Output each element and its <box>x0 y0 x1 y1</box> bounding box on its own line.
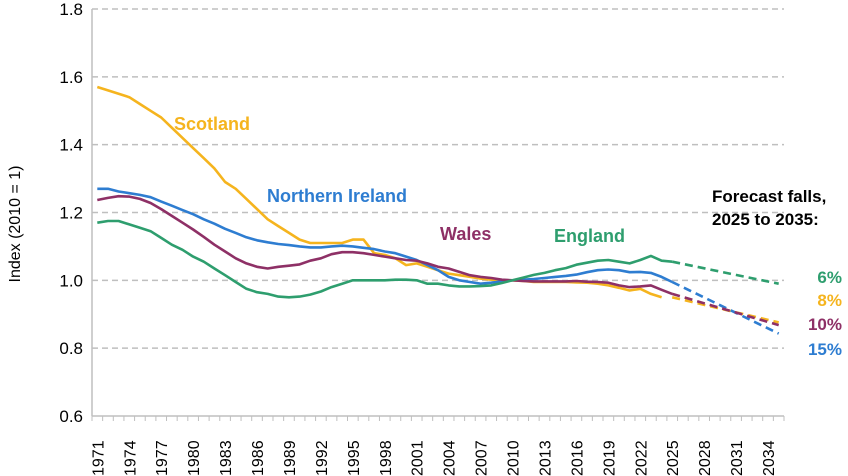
x-tick-label: 2013 <box>537 440 554 476</box>
series-label: Northern Ireland <box>267 186 407 206</box>
x-tick-label: 1986 <box>250 440 267 476</box>
forecast-fall-label: 15% <box>808 340 842 359</box>
x-tick-label: 2019 <box>601 440 618 476</box>
series-line-northern-ireland <box>97 187 673 286</box>
x-tick-label: 1974 <box>122 440 139 476</box>
forecast-line-england <box>671 260 779 285</box>
series-label: Scotland <box>174 114 250 134</box>
series-label: Wales <box>440 224 491 244</box>
x-tick-label: 1992 <box>314 440 331 476</box>
x-tick-label: 2010 <box>506 440 523 476</box>
x-tick-label: 1998 <box>378 440 395 476</box>
x-tick-label: 2007 <box>474 440 491 476</box>
x-tick-label: 2001 <box>410 440 427 476</box>
x-tick-label: 2034 <box>761 440 778 476</box>
forecast-fall-label: 10% <box>808 315 842 334</box>
forecast-line-wales <box>671 292 780 327</box>
x-tick-label: 1983 <box>218 440 235 476</box>
y-tick-label: 1.8 <box>59 0 83 19</box>
x-tick-label: 1971 <box>90 440 107 476</box>
x-tick-label: 2022 <box>633 440 650 476</box>
x-tick-label: 2028 <box>697 440 714 476</box>
forecast-line-northern-ireland <box>671 280 780 335</box>
y-tick-label: 0.6 <box>59 407 83 426</box>
forecast-fall-label: 6% <box>817 268 842 287</box>
x-tick-label: 2025 <box>665 440 682 476</box>
y-axis-label: Index (2010 = 1) <box>7 166 24 283</box>
series-label: England <box>554 226 625 246</box>
y-tick-label: 1.0 <box>59 271 83 290</box>
series-line-england <box>97 219 673 299</box>
y-tick-label: 1.4 <box>59 136 83 155</box>
x-tick-label: 2031 <box>729 440 746 476</box>
y-tick-label: 1.6 <box>59 68 83 87</box>
series-line-wales <box>97 194 673 296</box>
y-tick-label: 1.2 <box>59 204 83 223</box>
y-tick-label: 0.8 <box>59 339 83 358</box>
x-tick-label: 2016 <box>569 440 586 476</box>
x-tick-label: 1989 <box>282 440 299 476</box>
forecast-note: Forecast falls, <box>712 187 826 206</box>
x-tick-label: 1995 <box>346 440 363 476</box>
forecast-fall-label: 8% <box>817 291 842 310</box>
x-tick-label: 1977 <box>154 440 171 476</box>
x-tick-label: 1980 <box>186 440 203 476</box>
forecast-note: 2025 to 2035: <box>712 210 819 229</box>
x-tick-label: 2004 <box>442 440 459 476</box>
